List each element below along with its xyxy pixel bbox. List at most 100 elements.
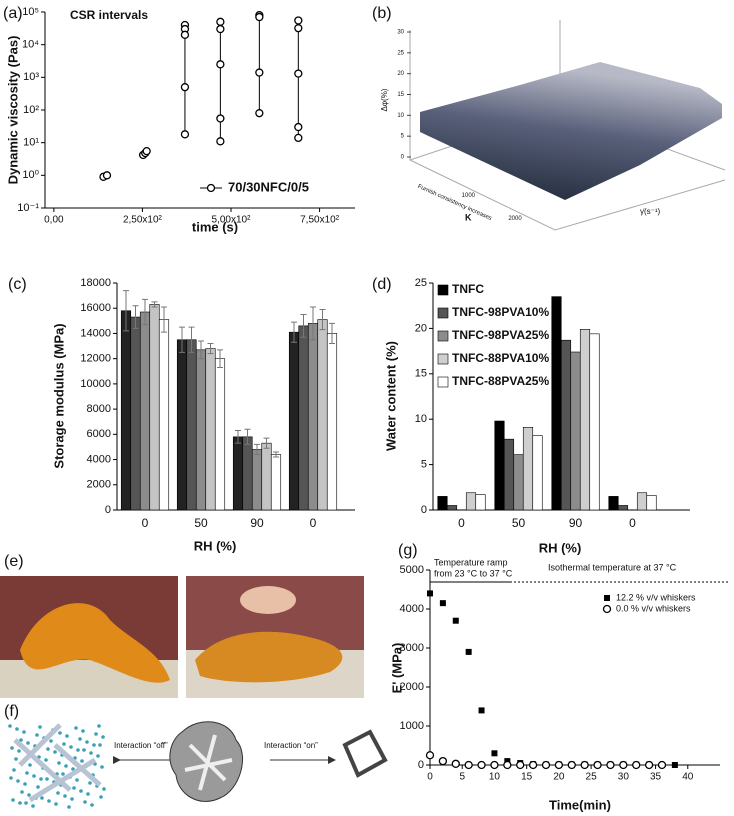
- dot: [18, 801, 22, 805]
- dot: [99, 795, 103, 799]
- bar: [579, 329, 591, 511]
- bar: [195, 349, 207, 511]
- dot: [28, 763, 32, 767]
- y-axis-label: Water content (%): [383, 341, 398, 451]
- point: [427, 590, 433, 597]
- diagram: [5, 721, 388, 810]
- dot: [32, 774, 36, 778]
- bar: [532, 435, 543, 511]
- y-tick-label: 16000: [80, 302, 111, 314]
- axis-label: γ̇(s⁻¹): [640, 207, 661, 216]
- bar: [261, 442, 272, 511]
- y-tick-label: 2000: [87, 479, 111, 491]
- y-tick-label: 0: [421, 504, 427, 516]
- y-axis-label: Dynamic viscosity (Pas): [5, 36, 20, 185]
- point: [451, 759, 460, 768]
- bar: [503, 438, 515, 511]
- point: [294, 122, 303, 132]
- error-bar: [132, 305, 139, 329]
- dot: [85, 740, 89, 744]
- error-bar: [198, 340, 204, 360]
- panel-label: (d): [372, 276, 392, 293]
- point: [294, 69, 303, 78]
- y-tick-label: 10²: [23, 104, 39, 116]
- error-bar: [319, 308, 326, 331]
- dot: [17, 749, 21, 753]
- point: [516, 760, 525, 770]
- diagram-text: Interaction “on”: [264, 741, 318, 750]
- bar: [251, 449, 263, 511]
- point: [528, 760, 538, 770]
- y-tick-label: 3000: [400, 642, 424, 654]
- y-tick-label: 6000: [87, 428, 111, 440]
- x-tick-label: 35: [650, 772, 662, 783]
- dot: [26, 741, 30, 745]
- dot: [53, 750, 57, 754]
- x-tick-label: 0: [629, 516, 636, 530]
- x-tick-label: 0: [458, 516, 465, 530]
- dot: [16, 779, 20, 783]
- bar: [522, 427, 534, 511]
- dot: [82, 748, 86, 752]
- dot: [36, 785, 40, 789]
- dot: [44, 758, 48, 762]
- x-axis-label: RH (%): [194, 538, 237, 553]
- y-tick-label: 4000: [400, 603, 424, 615]
- point: [255, 12, 264, 22]
- dot: [62, 742, 66, 746]
- legend-swatch: [437, 284, 449, 296]
- error-bar: [179, 326, 185, 353]
- bar: [158, 319, 170, 511]
- annotation: CSR intervals: [70, 8, 148, 22]
- point: [554, 760, 564, 770]
- bar: [589, 333, 600, 511]
- sea-cucumber: [20, 603, 170, 683]
- dot: [98, 743, 102, 747]
- bar: [186, 339, 197, 511]
- error-bar: [161, 306, 167, 333]
- bar: [560, 339, 572, 511]
- dot: [72, 786, 76, 790]
- point: [606, 760, 615, 770]
- point: [604, 595, 610, 601]
- dot: [39, 777, 43, 781]
- error-bar: [142, 298, 148, 326]
- y-tick-label: 10¹: [23, 137, 39, 149]
- dot: [101, 735, 105, 739]
- bar: [494, 420, 505, 511]
- y-tick-label: 0: [418, 759, 424, 771]
- diagram-text: Interaction “off”: [114, 741, 168, 750]
- dot: [94, 732, 98, 736]
- point: [644, 760, 654, 770]
- dot: [10, 746, 14, 750]
- dot: [70, 797, 74, 801]
- dot: [61, 772, 65, 776]
- x-tick-label: 90: [569, 516, 583, 530]
- x-tick-label: 0: [310, 516, 317, 530]
- x-tick-label: 0: [142, 516, 149, 530]
- point: [294, 16, 303, 25]
- y-tick-label: 10000: [80, 378, 111, 390]
- legend-label: TNFC-88PVA10%: [452, 351, 549, 365]
- error-bar: [273, 451, 279, 458]
- point: [464, 760, 473, 770]
- bar: [326, 333, 338, 511]
- dot: [9, 776, 13, 780]
- error-bar: [123, 290, 129, 332]
- x-tick-label: 5: [459, 772, 465, 783]
- y-tick-label: 8000: [87, 403, 111, 415]
- rod: [53, 743, 102, 787]
- dot: [15, 727, 19, 731]
- dot: [27, 793, 31, 797]
- legend-swatch: [437, 330, 449, 342]
- legend-label: TNFC-98PVA25%: [452, 328, 549, 342]
- y-axis-label: E' (MPa): [389, 643, 404, 694]
- y-tick-label: 10⁴: [22, 39, 39, 51]
- dot: [31, 804, 35, 808]
- bar: [475, 494, 486, 511]
- axis-label: K: [465, 212, 472, 222]
- dot: [100, 765, 104, 769]
- frame: [342, 729, 388, 778]
- x-tick-label: 0,00: [44, 215, 64, 226]
- error-bar: [329, 322, 335, 345]
